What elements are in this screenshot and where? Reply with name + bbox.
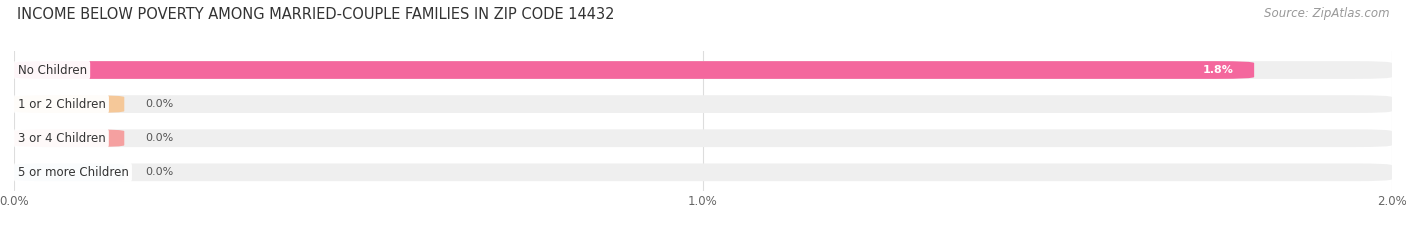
- Text: INCOME BELOW POVERTY AMONG MARRIED-COUPLE FAMILIES IN ZIP CODE 14432: INCOME BELOW POVERTY AMONG MARRIED-COUPL…: [17, 7, 614, 22]
- FancyBboxPatch shape: [14, 95, 124, 113]
- Text: 0.0%: 0.0%: [145, 167, 173, 177]
- FancyBboxPatch shape: [14, 61, 1392, 79]
- Text: No Children: No Children: [17, 64, 87, 76]
- Text: 5 or more Children: 5 or more Children: [17, 166, 128, 179]
- Text: 3 or 4 Children: 3 or 4 Children: [17, 132, 105, 145]
- FancyBboxPatch shape: [14, 129, 124, 147]
- Text: 0.0%: 0.0%: [145, 99, 173, 109]
- FancyBboxPatch shape: [14, 95, 1392, 113]
- Text: 1.8%: 1.8%: [1202, 65, 1233, 75]
- Text: 0.0%: 0.0%: [145, 133, 173, 143]
- FancyBboxPatch shape: [14, 129, 1392, 147]
- FancyBboxPatch shape: [14, 61, 1254, 79]
- FancyBboxPatch shape: [14, 163, 124, 181]
- FancyBboxPatch shape: [14, 163, 1392, 181]
- Text: 1 or 2 Children: 1 or 2 Children: [17, 98, 105, 111]
- Text: Source: ZipAtlas.com: Source: ZipAtlas.com: [1264, 7, 1389, 20]
